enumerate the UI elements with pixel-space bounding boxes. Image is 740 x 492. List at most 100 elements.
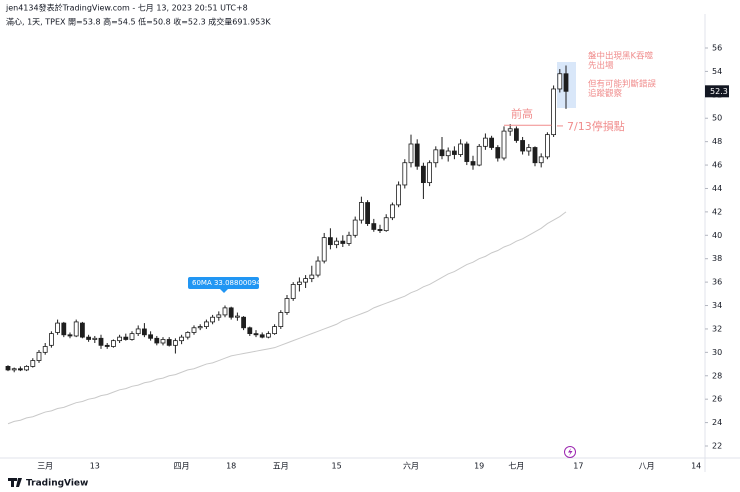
candle-body — [55, 322, 60, 333]
candle-body — [501, 130, 507, 159]
candle-body — [495, 147, 501, 159]
candle-body — [377, 229, 383, 232]
y-tick-label: 50 — [712, 114, 722, 123]
x-tick-label: 四月 — [174, 462, 190, 471]
candle-body — [247, 327, 253, 335]
x-tick-label: 19 — [474, 462, 484, 471]
candle-body — [296, 281, 302, 285]
candle-body — [228, 307, 234, 318]
candle-body — [98, 337, 104, 346]
candle-body — [327, 237, 333, 246]
x-tick-label: 三月 — [37, 462, 53, 471]
candle-body — [148, 334, 154, 339]
y-tick-label: 40 — [712, 231, 722, 240]
candle-body — [154, 337, 160, 344]
candle-body — [464, 143, 470, 162]
y-tick-label: 26 — [712, 395, 722, 404]
candle-body — [24, 365, 30, 371]
event-icon-bolt — [568, 448, 573, 456]
candle-body — [321, 237, 327, 262]
candle-body — [278, 312, 284, 328]
x-tick-label: 15 — [332, 462, 342, 471]
candle-body — [290, 284, 296, 299]
candle-body — [129, 333, 135, 340]
candle-body — [67, 334, 73, 337]
candle-body — [197, 326, 203, 329]
candle-body — [315, 260, 321, 276]
candle-body — [284, 298, 290, 313]
candle-body — [141, 328, 147, 336]
y-tick-label: 24 — [712, 418, 722, 427]
note: 但有可能判斷錯誤 — [588, 79, 657, 90]
candle-body — [439, 149, 445, 157]
candle-body — [563, 73, 569, 92]
byline: jen4134發表於TradingView.com - 七月 13, 2023 … — [5, 3, 248, 13]
candle-body — [179, 336, 185, 342]
candle-body — [520, 140, 525, 152]
candle-body — [265, 333, 271, 338]
candle-body — [210, 316, 216, 323]
candle-body — [514, 128, 519, 141]
x-tick-label: 18 — [226, 462, 236, 471]
candle-body — [402, 162, 408, 186]
y-tick-label: 22 — [712, 442, 722, 451]
candle-body — [557, 73, 563, 90]
candle-body — [11, 368, 17, 371]
candle-body — [135, 328, 141, 335]
x-tick-label: 14 — [691, 462, 701, 471]
x-tick-label: 13 — [90, 462, 100, 471]
candle-body — [445, 150, 451, 157]
candle-body — [36, 351, 42, 361]
note: 先出場 — [588, 60, 614, 71]
candle-body — [489, 137, 495, 148]
y-tick-label: 32 — [712, 324, 722, 333]
x-tick-label: 六月 — [403, 461, 419, 471]
x-tick-label: 五月 — [273, 462, 289, 471]
candle-body — [61, 322, 67, 336]
candle-body — [185, 332, 191, 338]
y-tick-label: 28 — [712, 371, 722, 380]
candle-body — [111, 340, 116, 347]
candle-body — [383, 217, 389, 232]
ma-label-box — [188, 277, 259, 289]
candle-body — [166, 339, 172, 346]
candle-body — [352, 219, 358, 236]
candle-body — [191, 327, 197, 333]
ma-label-pointer — [220, 289, 228, 293]
y-tick-label: 38 — [712, 254, 722, 263]
candle-body — [123, 336, 129, 340]
level-label: 前高 — [511, 106, 533, 120]
x-tick-label: 八月 — [639, 462, 655, 471]
candle-body — [340, 240, 346, 244]
ma-line — [7, 211, 567, 425]
candle-body — [253, 333, 259, 336]
y-tick-label: 56 — [712, 44, 722, 53]
x-tick-label: 17 — [573, 462, 583, 471]
candle-body — [346, 234, 352, 244]
y-tick-label: 30 — [712, 348, 722, 357]
candle-body — [272, 326, 278, 335]
legend: 滿心, 1天, TPEX 開=53.8 高=54.5 低=50.8 收=52.3… — [6, 17, 271, 27]
note: 盤中出現黑K吞噬 — [588, 51, 654, 62]
candle-body — [538, 156, 544, 164]
candle-body — [389, 204, 395, 219]
x-tick-label: 七月 — [508, 462, 524, 471]
candle-body — [216, 314, 222, 318]
candle-body — [451, 150, 457, 155]
level-label: 7/13停損點 — [567, 119, 625, 133]
candle-body — [172, 340, 178, 346]
candle-body — [73, 321, 79, 337]
y-tick-label: 34 — [712, 301, 722, 310]
candle-body — [92, 337, 98, 340]
candle-body — [30, 360, 36, 367]
candle-body — [433, 149, 439, 164]
candle-body — [532, 147, 538, 164]
candle-body — [507, 128, 513, 132]
candle-body — [203, 321, 209, 327]
y-tick-label: 48 — [712, 137, 722, 146]
ma-label: 60MA 33.08800094 — [192, 279, 261, 287]
candle-body — [309, 274, 315, 280]
candle-body — [86, 336, 91, 340]
y-tick-label: 46 — [712, 161, 722, 170]
